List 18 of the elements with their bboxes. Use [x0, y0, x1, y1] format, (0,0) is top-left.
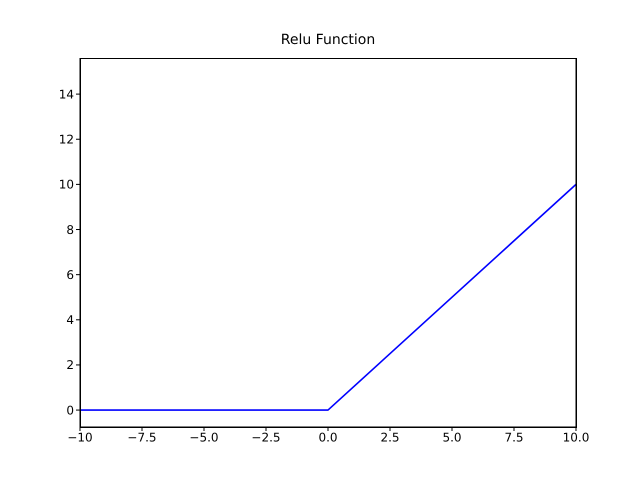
x-tick-label: −7.5 [127, 430, 157, 445]
x-tick-label: −10 [67, 430, 93, 445]
x-tick-label: 10.0 [562, 430, 590, 445]
y-tick-label: 14 [58, 87, 74, 102]
y-tick-label: 4 [66, 313, 74, 328]
x-tick-label: 0.0 [318, 430, 338, 445]
x-tick-label: 7.5 [504, 430, 524, 445]
x-tick-label: −5.0 [189, 430, 219, 445]
y-tick-label: 12 [58, 132, 74, 147]
x-tick-label: −2.5 [251, 430, 281, 445]
y-tick-label: 6 [66, 268, 74, 282]
y-tick-label: 10 [58, 178, 74, 192]
x-tick-label: 5.0 [442, 430, 462, 445]
chart-title: Relu Function [280, 32, 376, 48]
y-tick-label: 0 [66, 403, 74, 418]
x-tick-label: 2.5 [380, 430, 400, 445]
y-tick-label: 2 [66, 358, 74, 372]
y-tick-label: 8 [66, 222, 74, 237]
